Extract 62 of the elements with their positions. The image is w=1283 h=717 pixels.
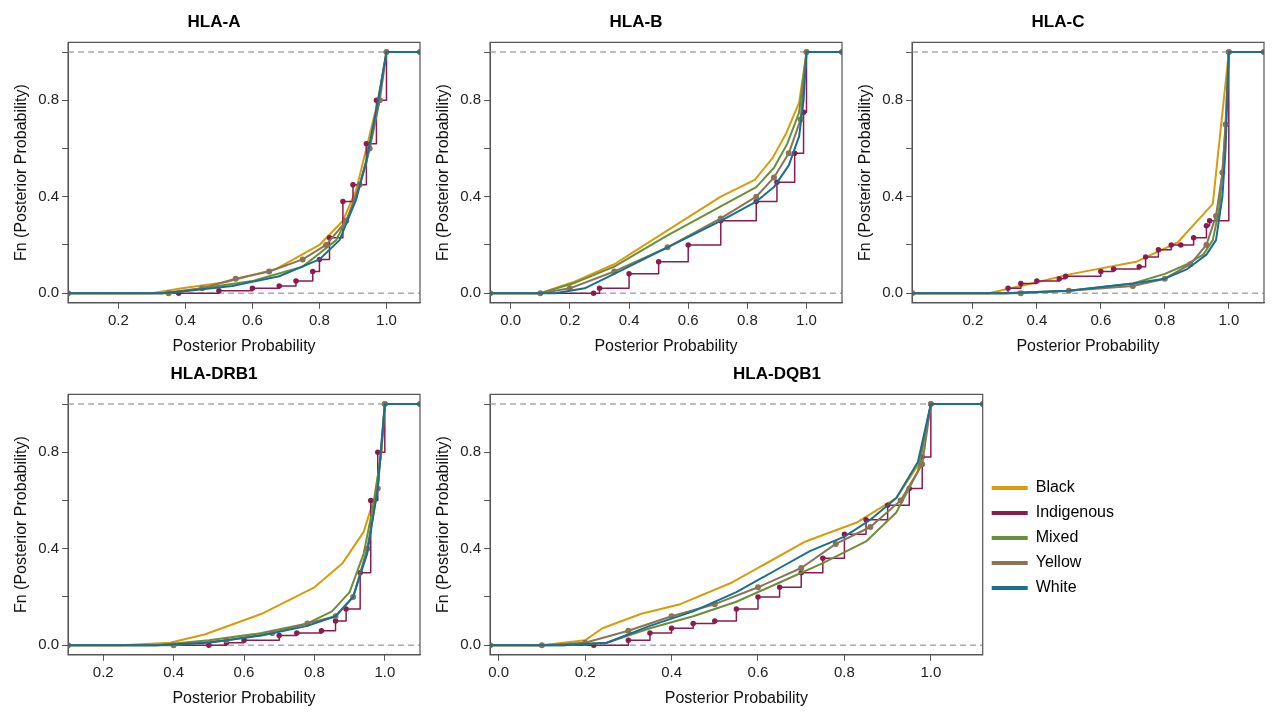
legend-label: White bbox=[1035, 578, 1077, 596]
y-tick-label: 0.8 bbox=[882, 90, 904, 108]
x-tick-label: 0.4 bbox=[661, 662, 682, 680]
x-axis-title: Posterior Probability bbox=[594, 336, 738, 354]
y-tick-label: 0.8 bbox=[38, 90, 60, 108]
x-axis-title: Posterior Probability bbox=[172, 688, 316, 706]
y-tick-label: 0.4 bbox=[460, 186, 482, 204]
x-tick-label: 0.2 bbox=[574, 662, 596, 680]
y-tick-label: 0.0 bbox=[882, 283, 904, 301]
x-tick-label: 0.2 bbox=[559, 310, 581, 328]
chart-title: HLA-DRB1 bbox=[170, 363, 258, 383]
x-tick-label: 1.0 bbox=[374, 662, 396, 680]
legend-label: Yellow bbox=[1035, 553, 1082, 571]
x-tick-label: 0.0 bbox=[500, 310, 522, 328]
x-tick-label: 0.0 bbox=[488, 662, 510, 680]
x-tick-label: 0.2 bbox=[92, 662, 114, 680]
x-tick-label: 0.2 bbox=[107, 310, 129, 328]
x-tick-label: 0.2 bbox=[962, 310, 984, 328]
y-axis-title: Fn (Posterior Probability) bbox=[856, 84, 874, 262]
x-tick-label: 0.6 bbox=[1090, 310, 1112, 328]
legend-label: Black bbox=[1035, 478, 1076, 496]
x-tick-label: 0.4 bbox=[1026, 310, 1048, 328]
y-tick-label: 0.8 bbox=[460, 442, 482, 460]
y-tick-label: 0.0 bbox=[460, 283, 482, 301]
y-tick-label: 0.4 bbox=[38, 186, 60, 204]
x-tick-label: 0.6 bbox=[747, 662, 769, 680]
x-axis-title: Posterior Probability bbox=[1016, 336, 1160, 354]
x-tick-label: 0.4 bbox=[163, 662, 185, 680]
y-tick-label: 0.4 bbox=[882, 186, 904, 204]
x-tick-label: 1.0 bbox=[376, 310, 397, 328]
x-tick-label: 0.6 bbox=[233, 662, 255, 680]
x-tick-label: 0.8 bbox=[736, 310, 758, 328]
x-axis-title: Posterior Probability bbox=[172, 336, 316, 354]
y-tick-label: 0.8 bbox=[38, 442, 60, 460]
y-tick-label: 0.4 bbox=[38, 538, 60, 556]
y-tick-label: 0.0 bbox=[460, 635, 482, 653]
x-tick-label: 0.8 bbox=[1154, 310, 1176, 328]
chart-title: HLA-DQB1 bbox=[733, 363, 821, 383]
y-tick-label: 0.0 bbox=[38, 283, 60, 301]
x-axis-title: Posterior Probability bbox=[664, 688, 808, 706]
chart-title: HLA-A bbox=[187, 11, 241, 31]
x-tick-label: 1.0 bbox=[1218, 310, 1240, 328]
chart-title: HLA-C bbox=[1031, 11, 1085, 31]
x-tick-label: 0.6 bbox=[677, 310, 699, 328]
y-axis-title: Fn (Posterior Probability) bbox=[434, 84, 452, 262]
x-tick-label: 1.0 bbox=[796, 310, 817, 328]
chart-title: HLA-B bbox=[609, 11, 663, 31]
y-tick-label: 0.0 bbox=[38, 635, 60, 653]
x-tick-label: 0.8 bbox=[309, 310, 330, 328]
y-axis-title: Fn (Posterior Probability) bbox=[434, 436, 452, 614]
x-tick-label: 0.4 bbox=[174, 310, 196, 328]
x-tick-label: 0.6 bbox=[241, 310, 263, 328]
x-tick-label: 0.4 bbox=[618, 310, 640, 328]
y-tick-label: 0.4 bbox=[460, 538, 482, 556]
legend-label: Indigenous bbox=[1035, 503, 1115, 521]
y-tick-label: 0.8 bbox=[460, 90, 482, 108]
y-axis-title: Fn (Posterior Probability) bbox=[12, 436, 30, 614]
x-tick-label: 1.0 bbox=[920, 662, 942, 680]
y-axis-title: Fn (Posterior Probability) bbox=[12, 84, 30, 262]
x-tick-label: 0.8 bbox=[833, 662, 855, 680]
legend-label: Mixed bbox=[1035, 528, 1079, 546]
x-tick-label: 0.8 bbox=[303, 662, 325, 680]
